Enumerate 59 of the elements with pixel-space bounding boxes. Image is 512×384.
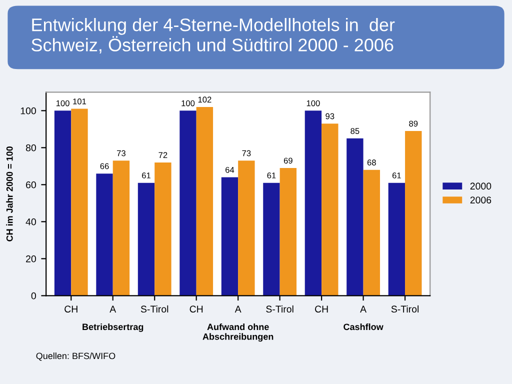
data-label: 73 [242,150,251,156]
bar [112,160,130,296]
y-tick-label: 60 [26,181,36,188]
data-label: 66 [100,163,109,170]
bar [71,108,88,296]
data-label: 89 [409,120,418,127]
bar [154,162,172,296]
data-label: 100 [56,100,70,106]
legend-label: 2006 [470,196,492,204]
bar [346,138,364,296]
y-tick-label: 20 [26,255,36,262]
data-label: 69 [284,158,292,164]
bar [263,182,280,296]
bar [388,182,406,296]
bar [180,110,196,296]
text: Betriebsertrag [82,323,144,332]
bar [54,110,72,296]
data-label: 93 [326,113,334,120]
data-label: 73 [117,150,126,156]
legend-label: 2000 [470,182,492,190]
bar [238,160,255,296]
x-tick-label: S-Tirol [266,305,294,313]
data-label: 64 [226,166,234,173]
bar [196,106,214,296]
x-tick-label: S-Tirol [391,305,419,313]
y-axis-title: CH im Jahr 2000 = 100 [6,146,13,242]
source-note: Quellen: BFS/WIFO [36,352,116,361]
data-label: 100 [306,100,320,106]
bar [363,170,380,296]
y-tick-label: 100 [20,107,36,114]
chart-title: Entwicklung der 4-Sterne-Modellhotels in der Schweiz, Österreich und Südtirol 2000 - 2006 [32,18,395,54]
bar [304,110,322,296]
data-label: 68 [367,160,376,166]
x-tick-label: A [360,306,367,312]
bar [96,174,113,296]
data-label: 72 [158,152,168,158]
x-tick-label: A [234,306,242,312]
x-tick-label: S-Tirol [140,305,168,313]
data-label: 61 [392,172,401,178]
x-tick-label: CH [64,306,78,313]
y-tick-label: 40 [26,218,36,226]
data-label: 85 [350,128,360,134]
data-label: 61 [142,172,150,178]
bar [138,182,155,296]
bar [322,124,338,296]
x-tick-label: A [110,306,116,312]
x-tick-label: CH [315,306,328,313]
data-label: 102 [198,96,212,103]
data-label: 100 [182,100,195,106]
y-tick-label: 0 [31,292,36,300]
data-label: 61 [267,172,276,178]
text: Aufwand ohne Abschreibungen [202,323,274,342]
y-tick-label: 80 [26,144,36,152]
text: Cashflow [344,323,384,330]
bar [405,131,422,296]
x-tick-label: CH [190,306,203,313]
data-label: 101 [73,98,86,104]
bar [280,168,297,296]
bar [221,177,238,296]
